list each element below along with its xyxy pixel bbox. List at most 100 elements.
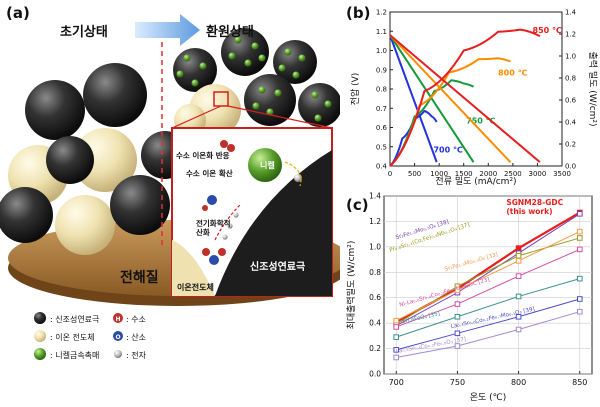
panel-label-b: (b) [346,4,371,22]
data-point [454,313,461,320]
y-tick-label: 1.1 [376,28,387,36]
y-tick-label: 1.2 [369,217,381,226]
data-point [393,317,400,324]
data-point [454,301,461,307]
series-label: SGNM28-GDC (this work) [506,198,563,216]
y-tick-label: 0.2 [369,344,381,353]
x-tick-label: 2000 [479,170,497,178]
panel-label-a: (a) [6,4,30,22]
electrode-label: 신조성연료극 [250,260,305,273]
y-right-tick-label: 1.4 [565,9,577,17]
iv-power-chart: 0 500 1000 1500 2000 2500 3000 3500 0.4 0.5 0.6 0.7… [349,9,599,188]
y-axis-label: 최대출력밀도 (W/cm²) [345,241,357,330]
legend-label: : 전자 [126,350,147,360]
x-tick-label: 0 [388,170,392,178]
ion-conductor-label: 이온전도체 [177,282,214,292]
initial-state-particles [0,63,189,255]
series-label: 700 ℃ [433,146,462,155]
anode-illustration: 초기상태 환원상태 수소 이온화 반응 수소 이온 확산 니켈 전기화학적 산화 … [0,14,340,360]
series-line [395,213,581,327]
x-tick-label: 2500 [504,170,522,178]
data-point [393,347,400,353]
series-label: 750 ℃ [466,117,495,126]
y-right-tick-label: 1.0 [565,53,576,61]
y-right-tick-label: 0.8 [565,75,576,83]
x-tick-label: 800 [511,378,526,387]
y-tick-label: 1.4 [369,192,381,201]
reduced-state-particles [173,28,340,136]
data-point [393,354,400,361]
y-right-tick-label: 0.6 [565,97,577,105]
y-tick-label: 0.6 [369,293,381,302]
data-point [515,313,522,320]
data-point [515,258,522,264]
electrochemical-oxidation-label: 전기화학적 산화 [196,218,231,237]
reduced-state-label: 환원상태 [206,24,254,40]
legend-symbol: O [116,334,121,341]
y-tick-label: 1.0 [369,242,381,251]
legend-label: : 이온 전도체 [50,332,95,342]
data-point [576,211,583,217]
legend-label: : 수소 [126,315,146,324]
series-line [396,231,580,322]
y-right-tick-label: 0.0 [565,163,576,171]
power-curve [389,28,541,167]
legend-symbol: H [116,316,121,323]
x-tick-label: 3500 [553,170,571,178]
reduction-arrow [135,14,200,46]
data-point [576,228,583,235]
legend-label: : 니켈금속촉매 [50,350,99,360]
y-tick-label: 1.0 [376,47,387,55]
y-right-tick-label: 0.4 [565,119,577,127]
plot-frame [389,11,563,167]
data-point [515,326,522,333]
series-label: 850 ℃ [533,26,562,35]
initial-state-label: 초기상태 [60,25,108,40]
x-tick-label: 3000 [529,170,547,178]
panel-label-c: (c) [346,196,369,214]
y-right-tick-label: 1.2 [565,31,576,39]
legend-label: : 신조성연료극 [50,315,99,324]
y-tick-label: 0.4 [369,319,381,328]
data-point [576,308,583,315]
series-label: 800 ℃ [498,69,527,78]
data-point [515,293,522,300]
nickel-label: 니켈 [260,160,275,170]
y-tick-label: 1.2 [376,9,387,17]
data-point [454,287,461,293]
data-point [576,246,583,253]
y-tick-label: 0.4 [376,163,388,171]
data-point [515,252,522,259]
data-point [576,275,583,282]
series-line [396,248,580,328]
data-point [454,330,461,337]
power-curve [389,79,475,167]
hydrogen-oxidation-label: 수소 이온화 반응 [176,150,230,160]
y-tick-label: 0.6 [376,124,388,132]
data-point [515,245,522,251]
zoom-line-right [227,105,333,129]
series-line [396,278,580,338]
y-tick-label: 0.8 [376,86,387,94]
x-tick-label: 1000 [430,170,448,178]
zoom-line-left [171,105,222,129]
series-line [396,298,580,351]
electrolyte-label: 전해질 [120,269,159,286]
illustration-legend: : 신조성연료극 H : 수소 : 이온 전도체 O : 산소 : 니켈금속촉매… [34,312,147,360]
x-tick-label: 1500 [455,170,473,178]
legend-label: : 산소 [126,332,146,342]
hydrogen-diffusion-label: 수소 이온 확산 [186,168,233,178]
y-tick-label: 0.9 [376,66,387,74]
y-axis-label: 전압 (V) [349,73,361,106]
x-tick-label: 700 [389,378,404,387]
iv-curve [389,34,475,163]
data-point [393,334,400,340]
y-right-tick-label: 0.2 [565,141,576,149]
iv-curve [389,34,438,163]
y-tick-label: 0.8 [369,268,381,277]
data-point [515,273,522,279]
max-power-density-chart: 700 750 800 850 0.0 0.2 0.4 0.6 0.8 1.0 1.2 1.4 온도 (… [345,192,593,403]
data-point [576,296,583,302]
reaction-inset [171,127,333,297]
x-axis-label: 전류 밀도 (mA/cm²) [435,175,516,187]
